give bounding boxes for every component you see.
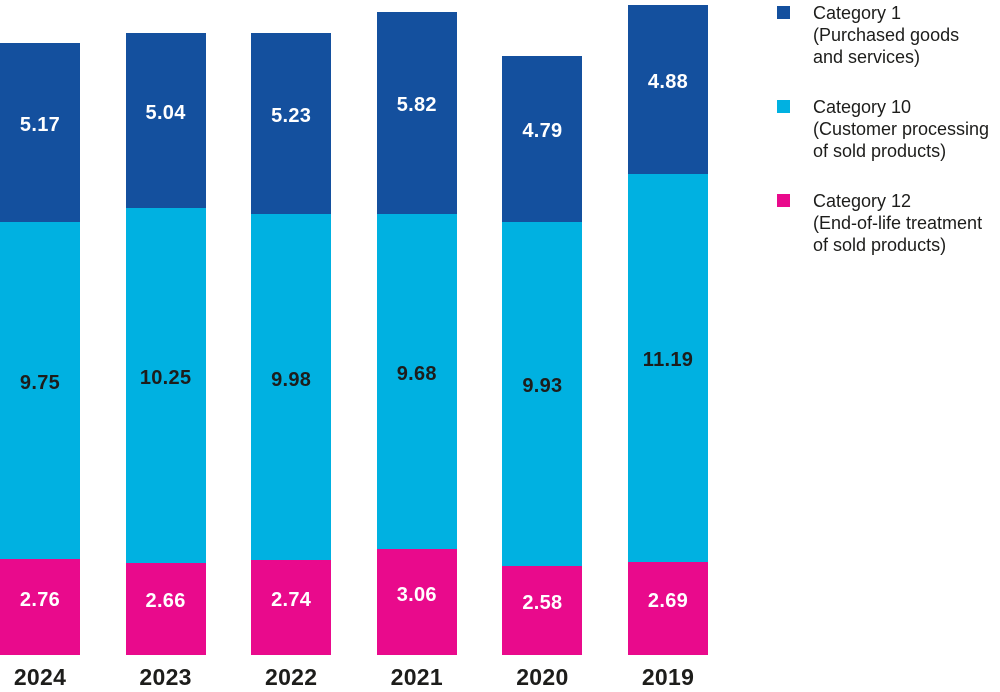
value-label: 2.66 [145,590,186,613]
value-label: 3.06 [396,583,437,606]
bar-2024: 5.17 9.75 2.76 [0,0,80,655]
bar-2021: 5.82 9.68 3.06 [376,0,457,655]
legend-text-category-1: Category 1 (Purchased goods and services… [813,2,959,68]
bar-segment-category-1-2020: 4.79 [502,55,583,222]
legend-desc-line: (Purchased goods [813,25,960,45]
bar-segment-category-1-2022: 5.23 [251,33,332,215]
value-label: 4.79 [522,120,563,143]
bar-segment-category-12-2022: 2.74 [251,560,332,655]
legend-item-category-1: Category 1 (Purchased goods and services… [777,2,1000,68]
value-label: 9.93 [522,375,563,398]
legend-desc-line: (End-of-life treatment [813,213,983,233]
legend-swatch-category-1-icon [777,6,790,19]
bar-segment-category-1-2021: 5.82 [376,11,457,214]
bar-segment-category-1-2024: 5.17 [0,42,80,222]
value-label: 9.68 [396,362,437,385]
bar-segment-category-12-2021: 3.06 [376,549,457,655]
value-label: 5.23 [271,105,312,128]
bar-segment-category-12-2019: 2.69 [628,561,708,655]
legend-desc-line: of sold products) [813,235,947,255]
value-label: 2.74 [271,589,312,612]
bar-segment-category-10-2019: 11.19 [628,174,708,562]
x-axis-label-2024: 2024 [13,664,67,690]
value-label: 5.04 [145,101,186,124]
legend-desc-line: and services) [813,47,921,67]
value-label: 5.82 [396,94,437,117]
x-axis-label-2019: 2019 [641,664,695,690]
bar-segment-category-10-2022: 9.98 [251,214,332,561]
bar-segment-category-10-2024: 9.75 [0,221,80,560]
bar-2022: 5.23 9.98 2.74 [251,0,332,655]
bar-segment-category-1-2023: 5.04 [125,33,206,208]
legend-label: Category 1 [813,3,902,23]
legend-swatch-category-12-icon [777,194,790,207]
x-axis-label-2023: 2023 [139,664,192,690]
legend-text-category-12: Category 12 (End-of-life treatment of so… [813,190,982,256]
bar-2019: 4.88 11.19 2.69 [628,0,708,655]
value-label: 10.25 [139,366,192,389]
legend-label: Category 10 [813,97,912,117]
legend-swatch-category-10-icon [777,100,790,113]
bar-segment-category-1-2019: 4.88 [628,5,708,175]
legend-desc-line: of sold products) [813,141,947,161]
x-axis-label-2022: 2022 [265,664,318,690]
bar-segment-category-10-2023: 10.25 [125,207,206,563]
legend-label: Category 12 [813,191,912,211]
legend-item-category-10: Category 10 (Customer processing of sold… [777,96,1000,162]
bar-segment-category-10-2020: 9.93 [502,221,583,566]
value-label: 4.88 [647,71,689,94]
legend: Category 1 (Purchased goods and services… [777,2,1000,284]
bar-2023: 5.04 10.25 2.66 [125,0,206,655]
stacked-bar-chart: 5.17 9.75 2.76 2024 5.04 10.25 2.66 2023 5.23 9.9… [0,0,708,690]
value-label: 2.76 [19,588,61,611]
x-axis-label-2020: 2020 [516,664,569,690]
value-label: 11.19 [642,349,694,372]
legend-text-category-10: Category 10 (Customer processing of sold… [813,96,989,162]
value-label: 5.17 [19,113,61,136]
value-label: 2.69 [647,589,689,612]
value-label: 9.75 [19,372,61,394]
value-label: 2.58 [522,591,563,614]
bar-segment-category-12-2023: 2.66 [125,562,206,655]
x-axis-label-2021: 2021 [390,664,443,690]
value-label: 9.98 [271,368,312,391]
legend-item-category-12: Category 12 (End-of-life treatment of so… [777,190,1000,256]
legend-desc-line: (Customer processing [813,119,990,139]
bar-2020: 4.79 9.93 2.58 [502,0,583,655]
bar-segment-category-12-2024: 2.76 [0,559,80,655]
bar-segment-category-12-2020: 2.58 [502,565,583,655]
bar-segment-category-10-2021: 9.68 [376,213,457,549]
